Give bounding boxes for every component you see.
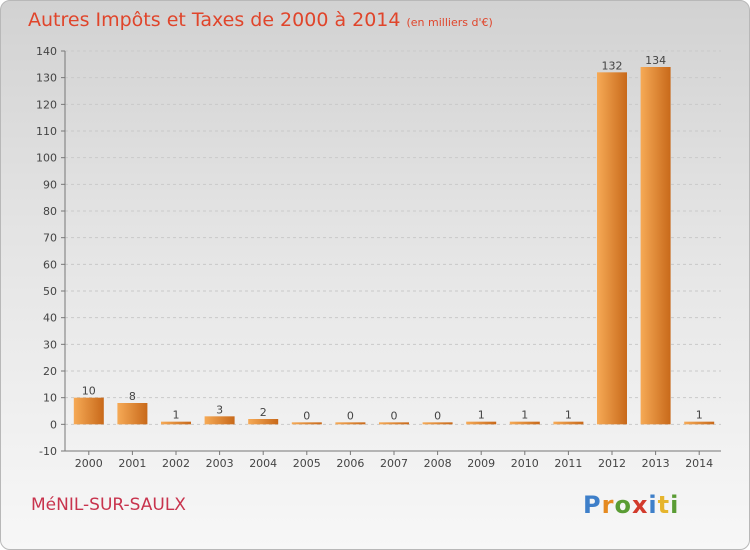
x-tick-label: 2008 xyxy=(424,457,452,470)
y-tick-label: -10 xyxy=(39,445,57,458)
data-label-2002: 1 xyxy=(173,409,180,422)
x-tick-label: 2000 xyxy=(75,457,103,470)
y-tick-label: 120 xyxy=(36,98,57,111)
y-tick-label: 110 xyxy=(36,125,57,138)
bar-2009 xyxy=(466,421,497,425)
y-tick-label: 140 xyxy=(36,45,57,58)
x-tick-label: 2002 xyxy=(162,457,190,470)
data-label-2010: 1 xyxy=(521,409,528,422)
y-tick-label: 90 xyxy=(43,178,57,191)
data-label-2003: 3 xyxy=(216,403,223,416)
x-tick-label: 2001 xyxy=(118,457,146,470)
bar-2001 xyxy=(117,403,148,425)
commune-name: MéNIL-SUR-SAULX xyxy=(31,495,186,515)
x-tick-label: 2011 xyxy=(554,457,582,470)
x-tick-label: 2004 xyxy=(249,457,277,470)
bar-2010 xyxy=(509,421,540,425)
x-tick-label: 2005 xyxy=(293,457,321,470)
data-label-2011: 1 xyxy=(565,409,572,422)
x-tick-label: 2009 xyxy=(467,457,495,470)
y-tick-label: 130 xyxy=(36,72,57,85)
data-label-2014: 1 xyxy=(696,409,703,422)
chart-title: Autres Impôts et Taxes de 2000 à 2014 (en… xyxy=(28,9,493,31)
data-label-2007: 0 xyxy=(391,409,398,422)
bar-2014 xyxy=(684,421,715,425)
title-text: Autres Impôts et Taxes de 2000 à 2014 xyxy=(28,9,401,31)
data-label-2000: 10 xyxy=(82,385,96,398)
x-tick-label: 2014 xyxy=(685,457,713,470)
x-tick-label: 2010 xyxy=(511,457,539,470)
x-tick-label: 2007 xyxy=(380,457,408,470)
subtitle-text: (en milliers d'€) xyxy=(406,16,493,29)
y-tick-label: 50 xyxy=(43,285,57,298)
y-tick-label: 0 xyxy=(50,418,57,431)
data-label-2006: 0 xyxy=(347,409,354,422)
bar-2000 xyxy=(73,397,104,425)
axes xyxy=(61,50,721,455)
bar-2007 xyxy=(379,422,409,425)
bar-2002 xyxy=(161,421,191,425)
x-tick-label: 2012 xyxy=(598,457,626,470)
data-label-2004: 2 xyxy=(260,406,267,419)
y-tick-label: 30 xyxy=(43,338,57,351)
bar-2005 xyxy=(291,422,322,425)
bars xyxy=(73,67,715,425)
bar-2003 xyxy=(204,416,235,425)
data-label-2008: 0 xyxy=(434,409,441,422)
x-tick-label: 2013 xyxy=(642,457,670,470)
y-tick-label: 60 xyxy=(43,258,57,271)
y-tick-label: 100 xyxy=(36,152,57,165)
y-tick-label: 40 xyxy=(43,312,57,325)
data-label-2005: 0 xyxy=(303,409,310,422)
proxiti-logo: Proxiti xyxy=(583,491,680,519)
bar-2006 xyxy=(335,422,366,425)
x-tick-label: 2006 xyxy=(336,457,364,470)
y-tick-labels: -10 0 10 20 30 40 50 60 70 80 90 100 110 120 130 140 xyxy=(36,45,57,458)
data-label-2012: 132 xyxy=(602,59,623,72)
bar-2011 xyxy=(553,421,584,425)
y-tick-label: 70 xyxy=(43,232,57,245)
data-label-2001: 8 xyxy=(129,390,136,403)
bar-2013 xyxy=(640,67,671,425)
x-tick-label: 2003 xyxy=(206,457,234,470)
y-tick-label: 20 xyxy=(43,365,57,378)
data-label-2009: 1 xyxy=(478,409,485,422)
bar-2004 xyxy=(248,419,279,425)
bar-2008 xyxy=(422,422,453,425)
x-tick-labels: 2000 2001 2002 2003 2004 2005 2006 2007 2008 2009… xyxy=(75,457,713,470)
y-tick-label: 10 xyxy=(43,392,57,405)
bar-2012 xyxy=(597,72,627,425)
data-label-2013: 134 xyxy=(645,54,666,67)
y-tick-label: 80 xyxy=(43,205,57,218)
